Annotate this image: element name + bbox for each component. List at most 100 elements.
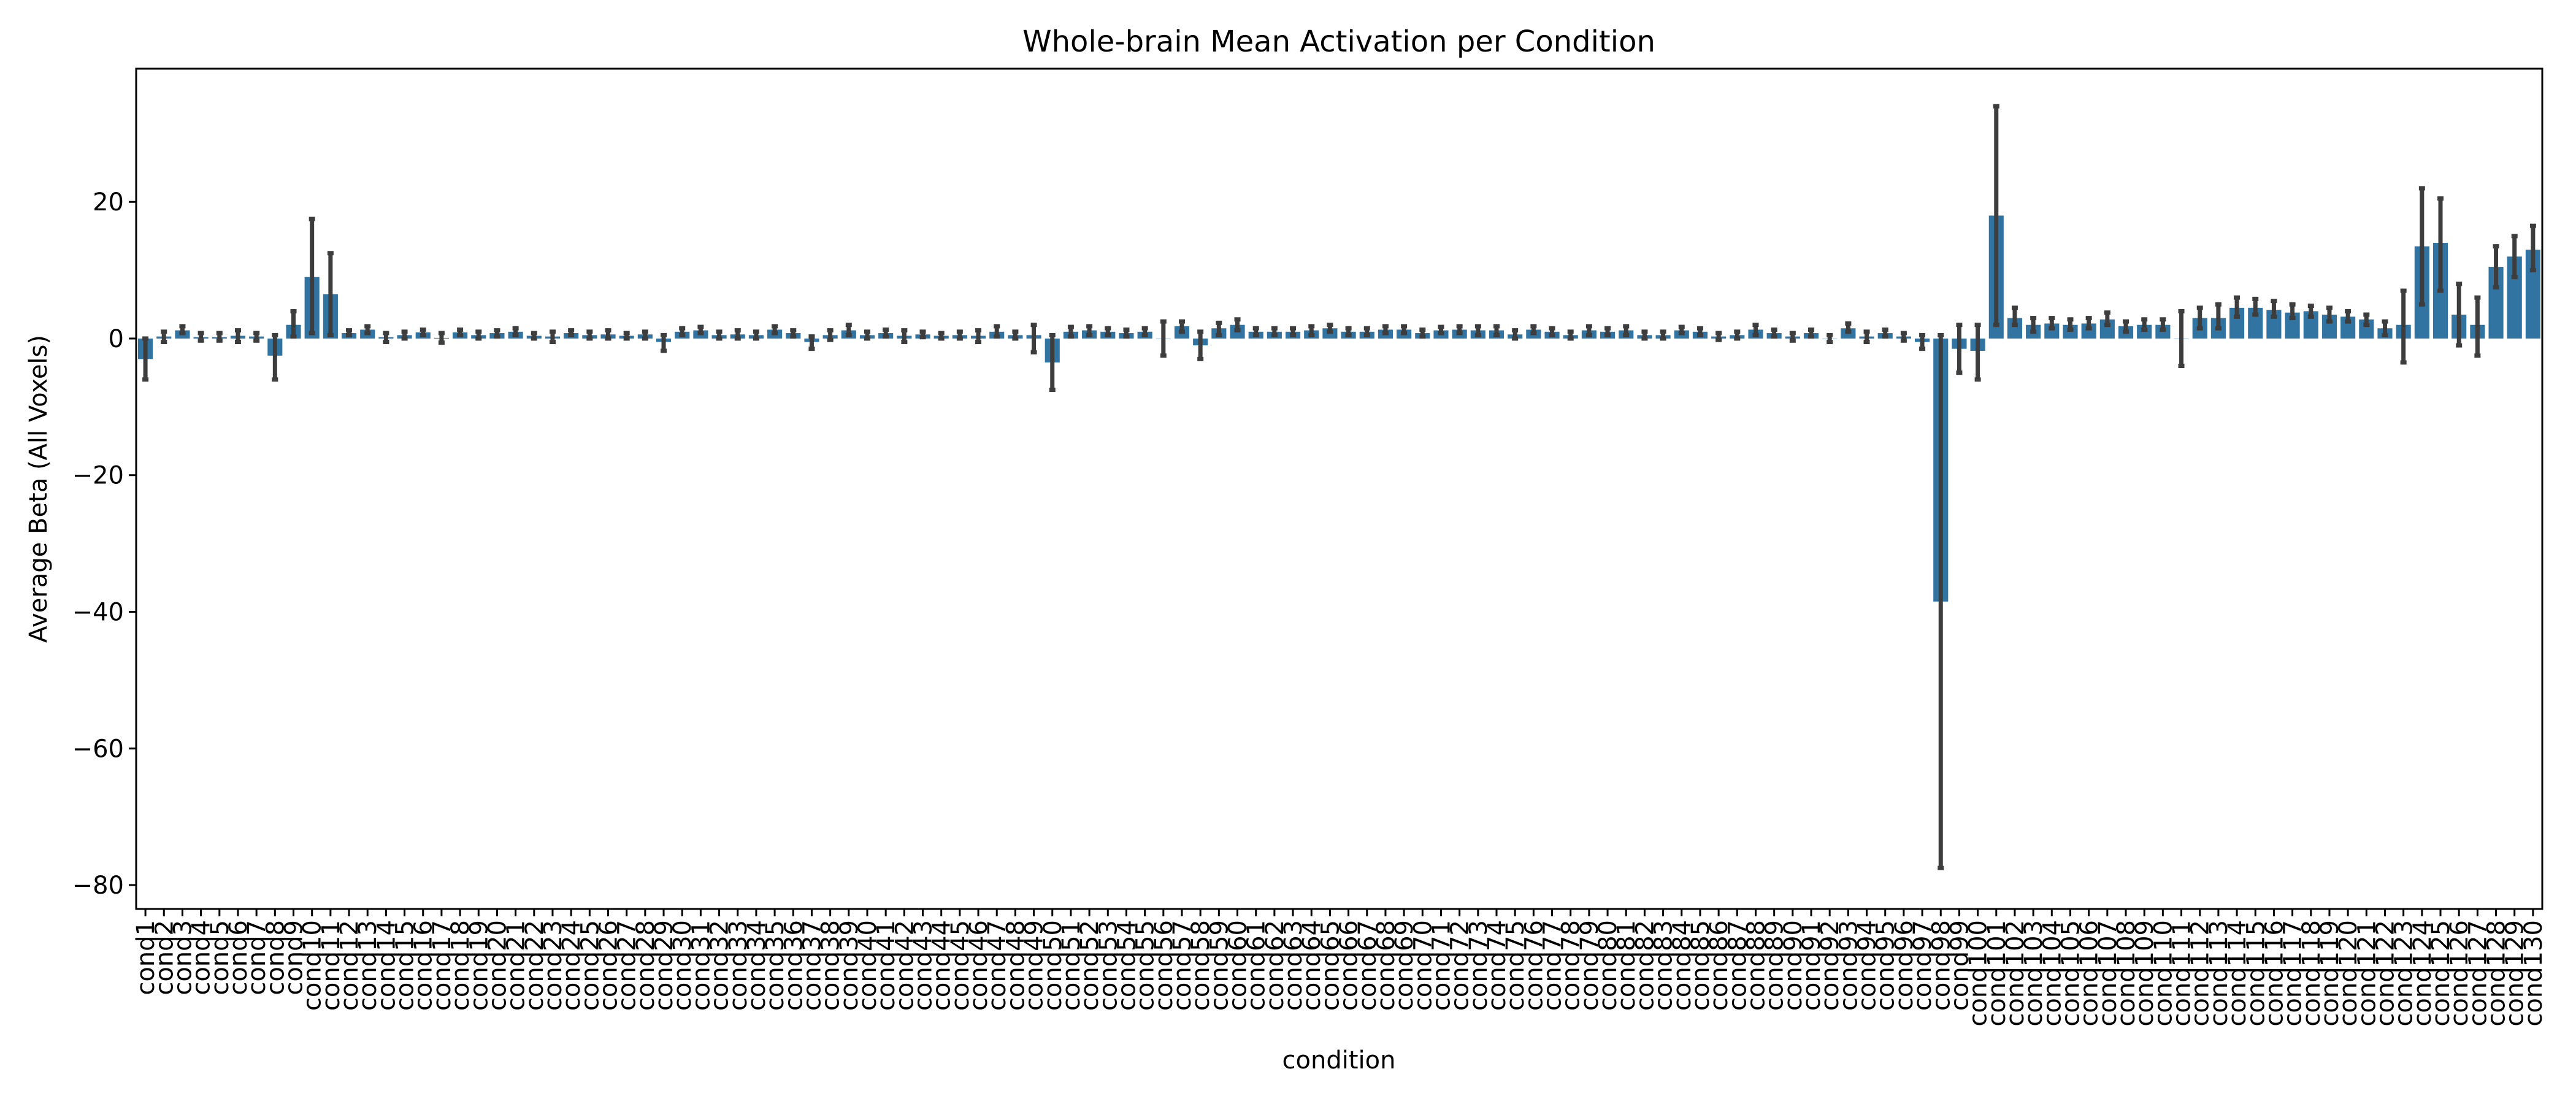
x-tick-label: cond74 (1483, 920, 1511, 1011)
x-tick-label: cond28 (632, 920, 660, 1011)
x-tick-label: cond2 (150, 920, 178, 995)
x-tick-label: cond128 (2483, 920, 2511, 1027)
x-tick-label: cond27 (613, 920, 642, 1011)
x-tick-label: cond44 (928, 920, 956, 1011)
x-tick-label: cond91 (1798, 920, 1826, 1011)
x-tick-label: cond85 (1687, 920, 1715, 1011)
x-axis-label: condition (1282, 1046, 1396, 1075)
x-tick-label: cond120 (2334, 920, 2363, 1027)
y-tick-label: −40 (72, 598, 124, 626)
x-tick-label: cond56 (1150, 920, 1178, 1011)
x-tick-label: cond121 (2353, 920, 2381, 1027)
x-tick-label: cond71 (1427, 920, 1455, 1011)
x-tick-label: cond45 (946, 920, 975, 1011)
x-tick-label: cond104 (2038, 920, 2066, 1027)
x-tick-label: cond112 (2187, 920, 2215, 1027)
x-tick-label: cond1 (132, 920, 160, 995)
y-tick-label: 0 (109, 325, 124, 353)
x-tick-label: cond115 (2242, 920, 2270, 1027)
x-tick-label: cond19 (465, 920, 493, 1011)
x-tick-label: cond100 (1965, 920, 1993, 1027)
x-tick-label: cond51 (1057, 920, 1086, 1011)
x-tick-label: cond57 (1168, 920, 1197, 1011)
x-tick-label: cond105 (2057, 920, 2085, 1027)
x-tick-label: cond35 (761, 920, 789, 1011)
x-axis-ticks: cond1cond2cond3cond4cond5cond6cond7cond8… (132, 909, 2548, 1027)
x-tick-label: cond3 (169, 920, 197, 995)
x-tick-label: cond20 (483, 920, 512, 1011)
x-tick-label: cond23 (539, 920, 567, 1011)
y-tick-label: −60 (72, 735, 124, 763)
x-tick-label: cond15 (391, 920, 420, 1011)
x-tick-label: cond48 (1002, 920, 1030, 1011)
x-tick-label: cond123 (2390, 920, 2418, 1027)
x-tick-label: cond39 (835, 920, 864, 1011)
x-tick-label: cond38 (817, 920, 845, 1011)
y-axis-label: Average Beta (All Voxels) (25, 335, 53, 643)
x-tick-label: cond53 (1094, 920, 1122, 1011)
x-tick-label: cond47 (983, 920, 1011, 1011)
x-tick-label: cond95 (1872, 920, 1900, 1011)
x-tick-label: cond30 (669, 920, 697, 1011)
x-tick-label: cond33 (724, 920, 753, 1011)
x-tick-label: cond87 (1723, 920, 1752, 1011)
x-tick-label: cond12 (335, 920, 364, 1011)
x-tick-label: cond113 (2205, 920, 2233, 1027)
x-tick-label: cond29 (650, 920, 678, 1011)
x-tick-label: cond119 (2316, 920, 2344, 1027)
x-tick-label: cond76 (1520, 920, 1548, 1011)
x-tick-label: cond69 (1390, 920, 1419, 1011)
x-tick-label: cond90 (1779, 920, 1807, 1011)
x-tick-label: cond94 (1853, 920, 1882, 1011)
error-bars-group (142, 104, 2536, 870)
x-tick-label: cond63 (1279, 920, 1308, 1011)
x-tick-label: cond125 (2427, 920, 2455, 1027)
x-tick-label: cond82 (1631, 920, 1659, 1011)
x-tick-label: cond83 (1650, 920, 1678, 1011)
x-tick-label: cond52 (1076, 920, 1104, 1011)
plot-frame (135, 67, 2543, 910)
x-tick-label: cond109 (2131, 920, 2159, 1027)
x-tick-label: cond84 (1668, 920, 1696, 1011)
x-tick-label: cond118 (2298, 920, 2326, 1027)
x-tick-label: cond75 (1501, 920, 1530, 1011)
y-axis-ticks: −80 −60 −40 −20 0 20 (72, 188, 136, 900)
x-tick-label: cond59 (1205, 920, 1233, 1011)
x-tick-label: cond62 (1261, 920, 1289, 1011)
x-tick-label: cond101 (1983, 920, 2011, 1027)
x-tick-label: cond86 (1705, 920, 1733, 1011)
x-tick-label: cond61 (1243, 920, 1271, 1011)
x-tick-label: cond107 (2094, 920, 2122, 1027)
x-tick-label: cond25 (576, 920, 604, 1011)
x-tick-label: cond126 (2445, 920, 2474, 1027)
x-tick-label: cond40 (854, 920, 882, 1011)
x-tick-label: cond42 (891, 920, 919, 1011)
x-tick-label: cond108 (2112, 920, 2141, 1027)
x-tick-label: cond16 (410, 920, 438, 1011)
x-tick-label: cond58 (1187, 920, 1215, 1011)
x-tick-label: cond124 (2409, 920, 2437, 1027)
x-tick-label: cond21 (502, 920, 531, 1011)
x-tick-label: cond73 (1465, 920, 1493, 1011)
x-tick-label: cond32 (706, 920, 734, 1011)
x-tick-label: cond78 (1557, 920, 1585, 1011)
x-tick-label: cond54 (1113, 920, 1141, 1011)
x-tick-label: cond36 (780, 920, 808, 1011)
y-tick-label: 20 (93, 188, 124, 217)
x-tick-label: cond67 (1354, 920, 1382, 1011)
x-tick-label: cond13 (354, 920, 382, 1011)
x-tick-label: cond129 (2501, 920, 2529, 1027)
x-tick-label: cond46 (965, 920, 993, 1011)
x-tick-label: cond117 (2279, 920, 2307, 1027)
x-tick-label: cond37 (798, 920, 826, 1011)
x-tick-label: cond103 (2020, 920, 2048, 1027)
x-tick-label: cond97 (1909, 920, 1937, 1011)
x-tick-label: cond49 (1021, 920, 1049, 1011)
x-tick-label: cond116 (2260, 920, 2288, 1027)
x-tick-label: cond41 (872, 920, 900, 1011)
x-tick-label: cond81 (1612, 920, 1641, 1011)
x-tick-label: cond5 (206, 920, 234, 995)
x-tick-label: cond8 (261, 920, 289, 995)
x-tick-label: cond96 (1890, 920, 1919, 1011)
